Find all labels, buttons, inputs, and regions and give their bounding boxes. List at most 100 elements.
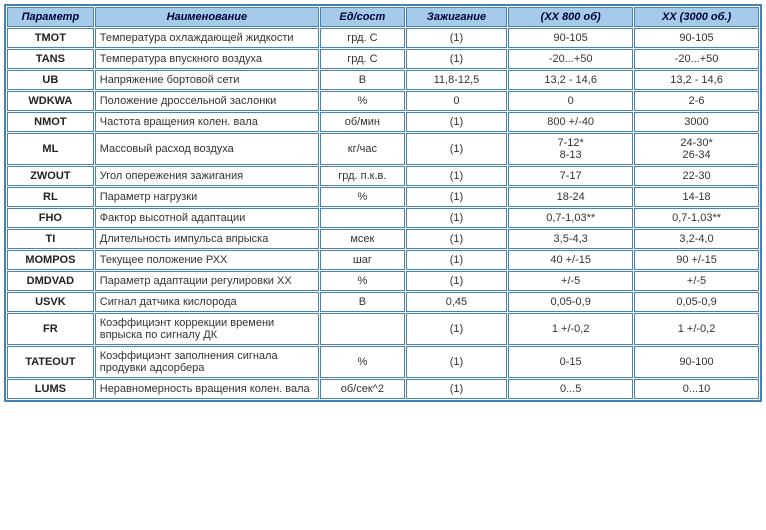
cell-param: LUMS (7, 379, 94, 399)
cell-param: TANS (7, 49, 94, 69)
cell-unit: шаг (320, 250, 405, 270)
header-name: Наименование (95, 7, 319, 27)
table-row: TATEOUTКоэффициэнт заполнения сигнала пр… (7, 346, 759, 378)
cell-xx800: 800 +/-40 (508, 112, 633, 132)
cell-name: Неравномерность вращения колен. вала (95, 379, 319, 399)
cell-name: Текущее положение РХХ (95, 250, 319, 270)
cell-xx3000: 90-105 (634, 28, 759, 48)
cell-unit (320, 208, 405, 228)
cell-xx3000: -20...+50 (634, 49, 759, 69)
table-row: LUMSНеравномерность вращения колен. вала… (7, 379, 759, 399)
table-row: TMOTТемпература охлаждающей жидкостигрд.… (7, 28, 759, 48)
header-unit: Ед/сост (320, 7, 405, 27)
cell-ignition: (1) (406, 133, 508, 165)
cell-ignition: (1) (406, 271, 508, 291)
cell-ignition: (1) (406, 187, 508, 207)
cell-xx3000: 13,2 - 14,6 (634, 70, 759, 90)
cell-unit: грд. п.к.в. (320, 166, 405, 186)
cell-name: Температура впускного воздуха (95, 49, 319, 69)
table-row: WDKWAПоложение дроссельной заслонки%002-… (7, 91, 759, 111)
cell-name: Частота вращения колен. вала (95, 112, 319, 132)
table-row: DMDVADПараметр адаптации регулировки ХХ%… (7, 271, 759, 291)
cell-xx3000: 1 +/-0,2 (634, 313, 759, 345)
cell-ignition: 0 (406, 91, 508, 111)
cell-xx3000: 3000 (634, 112, 759, 132)
cell-name: Напряжение бортовой сети (95, 70, 319, 90)
cell-unit: % (320, 187, 405, 207)
cell-xx3000: 0,05-0,9 (634, 292, 759, 312)
cell-ignition: 11,8-12,5 (406, 70, 508, 90)
cell-unit: % (320, 91, 405, 111)
cell-name: Длительность импульса впрыска (95, 229, 319, 249)
cell-param: TMOT (7, 28, 94, 48)
cell-name: Сигнал датчика кислорода (95, 292, 319, 312)
cell-xx3000: 3,2-4,0 (634, 229, 759, 249)
table-header-row: Параметр Наименование Ед/сост Зажигание … (7, 7, 759, 27)
table-row: UBНапряжение бортовой сетиВ11,8-12,513,2… (7, 70, 759, 90)
cell-xx800: +/-5 (508, 271, 633, 291)
cell-ignition: (1) (406, 313, 508, 345)
cell-xx800: 3,5-4,3 (508, 229, 633, 249)
cell-unit: грд. С (320, 49, 405, 69)
cell-xx800: -20...+50 (508, 49, 633, 69)
cell-xx800: 90-105 (508, 28, 633, 48)
cell-param: RL (7, 187, 94, 207)
cell-xx3000: 0...10 (634, 379, 759, 399)
cell-xx800: 0...5 (508, 379, 633, 399)
cell-param: NMOT (7, 112, 94, 132)
cell-xx3000: 90 +/-15 (634, 250, 759, 270)
cell-param: ZWOUT (7, 166, 94, 186)
cell-param: DMDVAD (7, 271, 94, 291)
cell-ignition: (1) (406, 229, 508, 249)
table-body: TMOTТемпература охлаждающей жидкостигрд.… (7, 28, 759, 399)
cell-unit: грд. С (320, 28, 405, 48)
cell-xx800: 1 +/-0,2 (508, 313, 633, 345)
cell-xx800: 0-15 (508, 346, 633, 378)
cell-unit: В (320, 292, 405, 312)
cell-name: Коэффициэнт заполнения сигнала продувки … (95, 346, 319, 378)
cell-xx3000: 2-6 (634, 91, 759, 111)
cell-unit: % (320, 346, 405, 378)
cell-unit (320, 313, 405, 345)
cell-param: MOMPOS (7, 250, 94, 270)
cell-ignition: 0,45 (406, 292, 508, 312)
cell-param: TATEOUT (7, 346, 94, 378)
cell-param: WDKWA (7, 91, 94, 111)
cell-ignition: (1) (406, 379, 508, 399)
table-row: FHOФактор высотной адаптации (1)0,7-1,03*… (7, 208, 759, 228)
cell-xx800: 40 +/-15 (508, 250, 633, 270)
table-row: MLМассовый расход воздухакг/час(1)7-12* … (7, 133, 759, 165)
table-row: RLПараметр нагрузки%(1)18-2414-18 (7, 187, 759, 207)
cell-name: Температура охлаждающей жидкости (95, 28, 319, 48)
cell-name: Параметр нагрузки (95, 187, 319, 207)
cell-param: FR (7, 313, 94, 345)
cell-unit: кг/час (320, 133, 405, 165)
table-row: MOMPOSТекущее положение РХХшаг(1)40 +/-1… (7, 250, 759, 270)
cell-xx3000: 24-30* 26-34 (634, 133, 759, 165)
table-row: NMOTЧастота вращения колен. валаоб/мин(1… (7, 112, 759, 132)
table-row: TIДлительность импульса впрыскамсек(1)3,… (7, 229, 759, 249)
cell-ignition: (1) (406, 346, 508, 378)
cell-param: USVK (7, 292, 94, 312)
table-row: TANSТемпература впускного воздухагрд. С(… (7, 49, 759, 69)
cell-name: Массовый расход воздуха (95, 133, 319, 165)
header-param: Параметр (7, 7, 94, 27)
cell-ignition: (1) (406, 49, 508, 69)
header-xx3000: XX (3000 об.) (634, 7, 759, 27)
cell-unit: об/сек^2 (320, 379, 405, 399)
cell-param: FHO (7, 208, 94, 228)
cell-name: Коэффициэнт коррекции времени впрыска по… (95, 313, 319, 345)
cell-unit: об/мин (320, 112, 405, 132)
cell-ignition: (1) (406, 208, 508, 228)
header-ignition: Зажигание (406, 7, 508, 27)
cell-xx3000: +/-5 (634, 271, 759, 291)
cell-xx3000: 22-30 (634, 166, 759, 186)
cell-unit: % (320, 271, 405, 291)
cell-xx800: 7-17 (508, 166, 633, 186)
cell-xx800: 0,7-1,03** (508, 208, 633, 228)
cell-name: Фактор высотной адаптации (95, 208, 319, 228)
cell-ignition: (1) (406, 166, 508, 186)
cell-ignition: (1) (406, 112, 508, 132)
cell-ignition: (1) (406, 28, 508, 48)
cell-xx800: 0,05-0,9 (508, 292, 633, 312)
